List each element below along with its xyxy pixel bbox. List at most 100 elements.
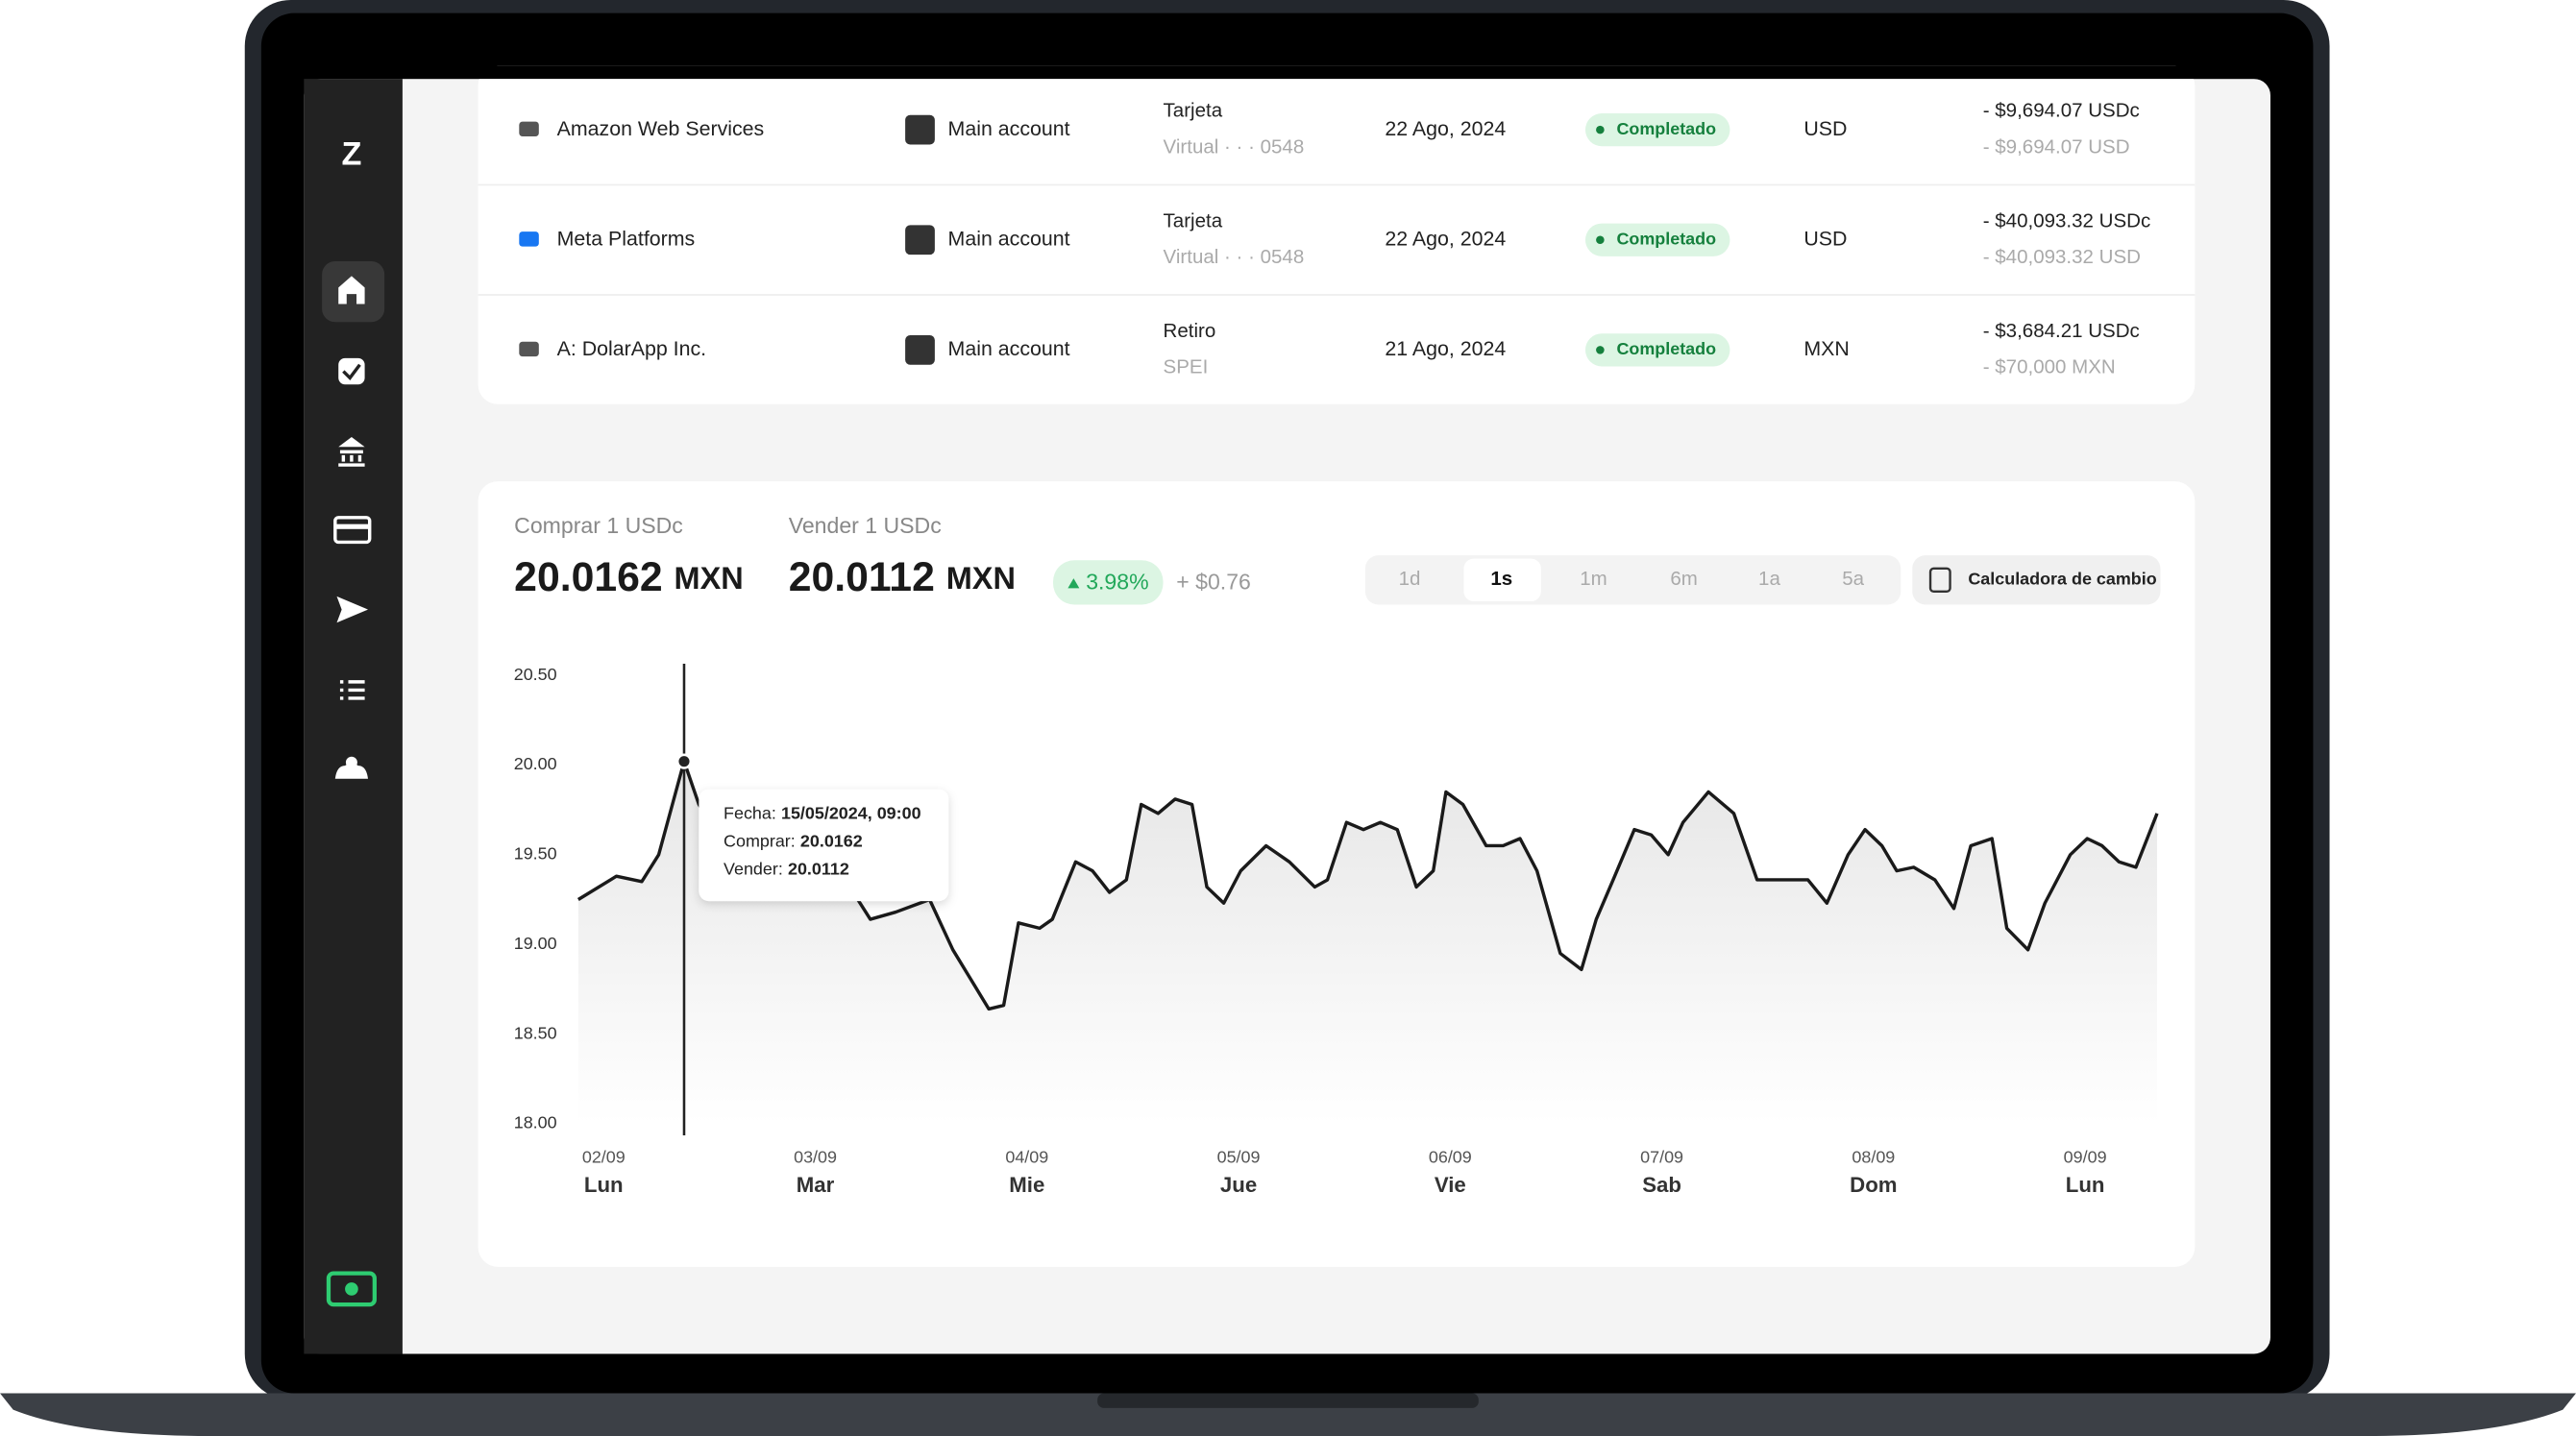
nav-money[interactable] (326, 1271, 377, 1307)
change-pill (1052, 560, 1164, 605)
change-abs: + $0.76 (1176, 569, 1251, 594)
status: Completado (1616, 339, 1716, 358)
tooltip-label: Vender: (724, 859, 783, 878)
status: Completado (1616, 119, 1716, 138)
range-buttons: 1d 1s 1m 6m 1a 5a (1399, 558, 1865, 602)
account: Main account (948, 117, 1070, 140)
amount: - $3,684.21 USDc (1983, 320, 2140, 342)
x-tick-weekday: Lun (2066, 1173, 2105, 1197)
currency: MXN (1803, 337, 1849, 360)
transactions-table: Amazon Web Services Main account Tarjeta Vi… (478, 100, 2196, 378)
x-tick-label: 05/09 (1217, 1148, 1261, 1167)
laptop-base (0, 1393, 2576, 1436)
area-fill (577, 761, 2157, 1124)
amount-detail: - $40,093.32 USD (1983, 246, 2141, 268)
y-tick-label: 18.50 (514, 1023, 557, 1042)
range-button[interactable]: 6m (1670, 568, 1697, 590)
change-arrow (1067, 578, 1080, 589)
method-detail: SPEI (1164, 356, 1209, 378)
change-pct: 3.98% (1086, 569, 1148, 594)
y-tick-label: 19.00 (514, 934, 557, 953)
nav-tasks-check (342, 363, 361, 381)
logo: Z (341, 136, 361, 173)
merchant-icon (519, 121, 539, 136)
x-tick-label: 04/09 (1005, 1148, 1048, 1167)
x-tick-weekday: Vie (1435, 1173, 1466, 1197)
sell-label: Vender 1 USDc (789, 513, 942, 538)
merchant-icon (519, 341, 539, 357)
nav-home[interactable] (338, 276, 365, 304)
hover-point (675, 753, 693, 769)
tooltip-line: Fecha: 15/05/2024, 09:00 (724, 803, 921, 822)
range-button[interactable]: 1a (1758, 568, 1780, 590)
date: 22 Ago, 2024 (1385, 117, 1506, 140)
status-dot (1596, 346, 1605, 354)
account: Main account (948, 227, 1070, 250)
laptop-notch (1097, 1393, 1479, 1408)
x-tick-weekday: Sab (1642, 1173, 1681, 1197)
x-tick-weekday: Dom (1850, 1173, 1897, 1197)
x-tick-weekday: Mie (1009, 1173, 1044, 1197)
calculator-icon (1928, 567, 1951, 593)
status-dot (1596, 125, 1605, 134)
buy-unit: MXN (675, 560, 744, 595)
nav-list[interactable] (339, 680, 365, 700)
transactions-card (478, 65, 2196, 404)
method-detail: Virtual · · · 0548 (1164, 135, 1305, 158)
x-tick-label: 07/09 (1640, 1148, 1683, 1167)
merchant: A: DolarApp Inc. (557, 337, 706, 360)
currency: USD (1803, 227, 1847, 250)
tooltip-value: 15/05/2024, 09:00 (781, 803, 921, 822)
status: Completado (1616, 229, 1716, 248)
account-icon (905, 114, 935, 145)
date: 21 Ago, 2024 (1385, 337, 1506, 360)
amount: - $9,694.07 USDc (1983, 100, 2140, 122)
status-pill (1584, 223, 1730, 256)
rate-chart: 18.00 18.50 19.00 19.50 20.00 20.50 02/09 Lun 03… (514, 664, 2159, 1197)
calculator-button[interactable] (1912, 555, 2161, 605)
x-tick-label: 02/09 (582, 1148, 626, 1167)
range-button[interactable]: 1s (1490, 568, 1512, 590)
account-icon (905, 334, 935, 365)
amount: - $40,093.32 USDc (1983, 209, 2150, 231)
amount-detail: - $70,000 MXN (1983, 356, 2116, 378)
sell-value: 20.0112 (789, 554, 935, 600)
rate-line (577, 759, 2159, 1011)
x-tick-label: 09/09 (2064, 1148, 2107, 1167)
tooltip-label: Comprar: (724, 831, 796, 850)
status-pill (1584, 113, 1730, 147)
method: Tarjeta (1164, 100, 1223, 122)
range-active-bg[interactable] (1463, 558, 1541, 602)
range-button[interactable]: 1d (1399, 568, 1421, 590)
y-tick-label: 19.50 (514, 844, 557, 864)
y-tick-label: 20.00 (514, 754, 557, 773)
y-tick-label: 20.50 (514, 665, 557, 684)
screen-top-edge (402, 65, 2270, 80)
buy-rate: 20.0162 MXN (514, 554, 744, 600)
nav-send[interactable] (336, 596, 368, 623)
x-tick-weekday: Lun (584, 1173, 624, 1197)
tooltip (699, 789, 949, 902)
amount-detail: - $9,694.07 USD (1983, 135, 2130, 158)
date: 22 Ago, 2024 (1385, 227, 1506, 250)
range-button[interactable]: 5a (1842, 568, 1864, 590)
sell-unit: MXN (946, 560, 1016, 595)
nav-team[interactable] (334, 763, 368, 779)
merchant: Meta Platforms (557, 227, 696, 250)
calculator-label: Calculadora de cambio (1968, 570, 2156, 589)
tooltip-label: Fecha: (724, 803, 776, 822)
account-icon (905, 225, 935, 256)
nav-tasks[interactable] (338, 357, 365, 385)
buy-value: 20.0162 (514, 554, 662, 600)
x-tick-weekday: Jue (1220, 1173, 1257, 1197)
sell-rate: 20.0112 MXN (789, 554, 1016, 600)
tooltip-line: Comprar: 20.0162 (724, 831, 863, 850)
x-tick-label: 03/09 (794, 1148, 837, 1167)
nav-card[interactable] (333, 516, 372, 545)
range-button[interactable]: 1m (1580, 568, 1607, 590)
currency: USD (1803, 117, 1847, 140)
range-selector (1364, 555, 1901, 605)
tooltip-value: 20.0112 (788, 859, 849, 878)
